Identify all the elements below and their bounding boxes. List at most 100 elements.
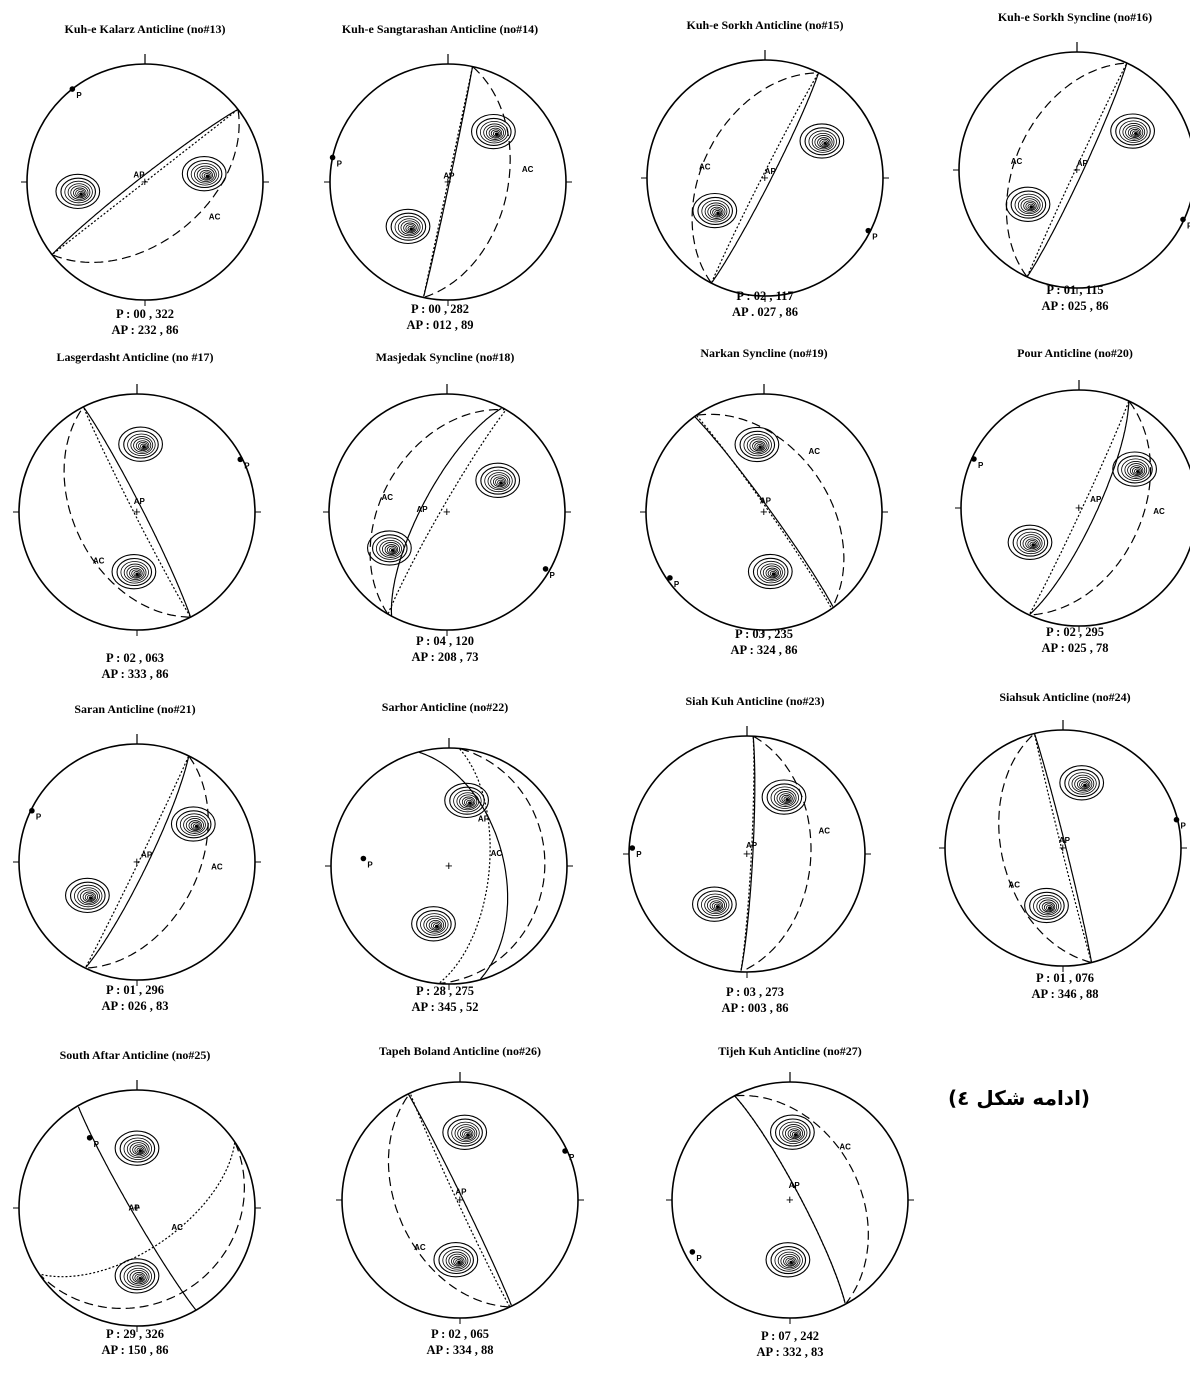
- bedding-girdle: [440, 748, 546, 984]
- contour-ring: [430, 921, 441, 930]
- contour-ring: [697, 196, 733, 225]
- bedding-girdle: [387, 1093, 510, 1308]
- contour-ring: [765, 1242, 811, 1278]
- contour-ring: [793, 1133, 798, 1137]
- pole-contour-limb-1: [442, 1114, 488, 1150]
- stereonet-panel: Kuh-e Sorkh Syncline (no#16) + P AP AC P : …: [935, 10, 1190, 350]
- contour-ring: [433, 923, 440, 929]
- bedding-girdle: [697, 413, 845, 608]
- panel-values: P : 29 , 326 AP : 150 , 86: [0, 1326, 275, 1358]
- contour-ring: [752, 557, 789, 586]
- contour-ring: [77, 887, 100, 906]
- contour-ring: [713, 903, 721, 909]
- contour-ring: [769, 1114, 815, 1150]
- contour-ring: [752, 440, 766, 452]
- contour-ring: [461, 796, 476, 808]
- plunge-value: P : 03 , 235: [735, 627, 793, 641]
- contour-ring: [1017, 196, 1041, 215]
- plunge-value: P : 01 , 296: [106, 983, 164, 997]
- contour-ring: [190, 163, 220, 186]
- contour-ring: [799, 123, 845, 159]
- fold-axis-label: P: [244, 461, 250, 470]
- stereonet: + P AP AC: [336, 1072, 584, 1324]
- contour-ring: [758, 445, 762, 449]
- contour-ring: [86, 894, 94, 901]
- axial-plane-label: AP: [1090, 495, 1102, 504]
- axial-plane-value: AP : 025 , 86: [1041, 299, 1109, 313]
- plunge-value: P : 01 , 076: [1036, 971, 1094, 985]
- contour-ring: [379, 539, 402, 558]
- stereonet: + P AP AC: [955, 380, 1190, 632]
- contour-ring: [821, 140, 828, 146]
- contour-ring: [1064, 769, 1100, 798]
- stereonet-panel: Kuh-e Sorkh Anticline (no#15) + P AP AC P :…: [625, 14, 905, 354]
- contour-ring: [488, 127, 503, 139]
- contour-ring: [711, 901, 722, 910]
- panel-values: P : 00 , 322 AP : 232 , 86: [5, 306, 285, 338]
- contour-ring: [773, 789, 797, 807]
- contour-ring: [1112, 451, 1158, 487]
- axial-plane-label: AP: [129, 1203, 141, 1212]
- axial-plane-trace: [51, 109, 238, 255]
- panel-values: P : 04 , 120 AP : 208 , 73: [305, 633, 585, 665]
- contour-ring: [1029, 891, 1065, 920]
- bedding-girdle: [1030, 401, 1152, 616]
- panel-title: Masjedak Syncline (no#18): [375, 350, 515, 364]
- contour-ring: [749, 438, 768, 453]
- contour-ring: [433, 1242, 479, 1278]
- stereonet: + P AP AC: [325, 738, 573, 990]
- plunge-value: P : 00 , 282: [411, 302, 469, 316]
- contour-ring: [192, 823, 200, 829]
- contour-ring: [194, 165, 217, 184]
- contour-ring: [476, 117, 512, 146]
- contour-ring: [447, 1118, 483, 1147]
- fold-axis-label: P: [872, 233, 878, 242]
- contour-ring: [367, 530, 412, 566]
- contour-ring: [434, 924, 439, 928]
- contour-ring: [756, 560, 786, 584]
- fold-axis-label: P: [674, 580, 680, 589]
- contour-ring: [445, 1251, 469, 1270]
- contour-ring: [490, 129, 501, 138]
- contour-ring: [784, 1126, 804, 1141]
- contour-ring: [1117, 455, 1153, 484]
- contour-ring: [707, 204, 726, 219]
- axial-plane-trace: [1029, 401, 1130, 615]
- contour-ring: [762, 565, 781, 580]
- axial-plane-value: AP : 333 , 86: [101, 667, 169, 681]
- panel-title: Kuh-e Kalarz Anticline (no#13): [64, 22, 226, 36]
- ac-plane-trace: [85, 756, 190, 968]
- panel-title: Narkan Syncline (no#19): [700, 346, 828, 360]
- fold-axis-point: [29, 807, 35, 814]
- axial-plane-label: AP: [443, 171, 455, 180]
- contour-ring: [709, 900, 724, 912]
- panel-values: P : 01 , 115 AP : 025 , 86: [935, 282, 1190, 314]
- contour-ring: [459, 1128, 474, 1140]
- contour-ring: [136, 1275, 144, 1281]
- contour-ring: [789, 1260, 793, 1264]
- contour-ring: [767, 569, 778, 578]
- contour-ring: [70, 185, 89, 200]
- contour-ring: [73, 187, 87, 199]
- panel-title: South Aftar Anticline (no#25): [59, 1048, 211, 1062]
- contour-ring: [782, 1124, 805, 1143]
- plunge-value: P : 07 , 242: [761, 1329, 819, 1343]
- fold-axis-point: [629, 845, 636, 851]
- bedding-girdle: [1005, 62, 1126, 277]
- contour-ring: [1029, 205, 1033, 209]
- pole-contour-limb-1: [734, 426, 780, 463]
- ac-plane-label: AC: [93, 557, 105, 566]
- fold-axis-label: P: [636, 850, 642, 859]
- axial-plane-label: AP: [141, 850, 153, 859]
- axial-plane-value: AP : 208 , 73: [411, 650, 479, 664]
- plunge-value: P : 01 , 115: [1046, 283, 1104, 297]
- fold-axis-label: P: [569, 1153, 575, 1162]
- contour-ring: [127, 433, 156, 457]
- axial-plane-value: AP . 027 , 86: [732, 305, 798, 319]
- panel-values: P : 02 , 295 AP : 025 , 78: [935, 624, 1190, 656]
- contour-ring: [484, 469, 513, 493]
- contour-ring: [746, 436, 770, 455]
- contour-ring: [1124, 461, 1148, 479]
- axial-plane-trace: [694, 416, 834, 607]
- contour-ring: [129, 1269, 148, 1285]
